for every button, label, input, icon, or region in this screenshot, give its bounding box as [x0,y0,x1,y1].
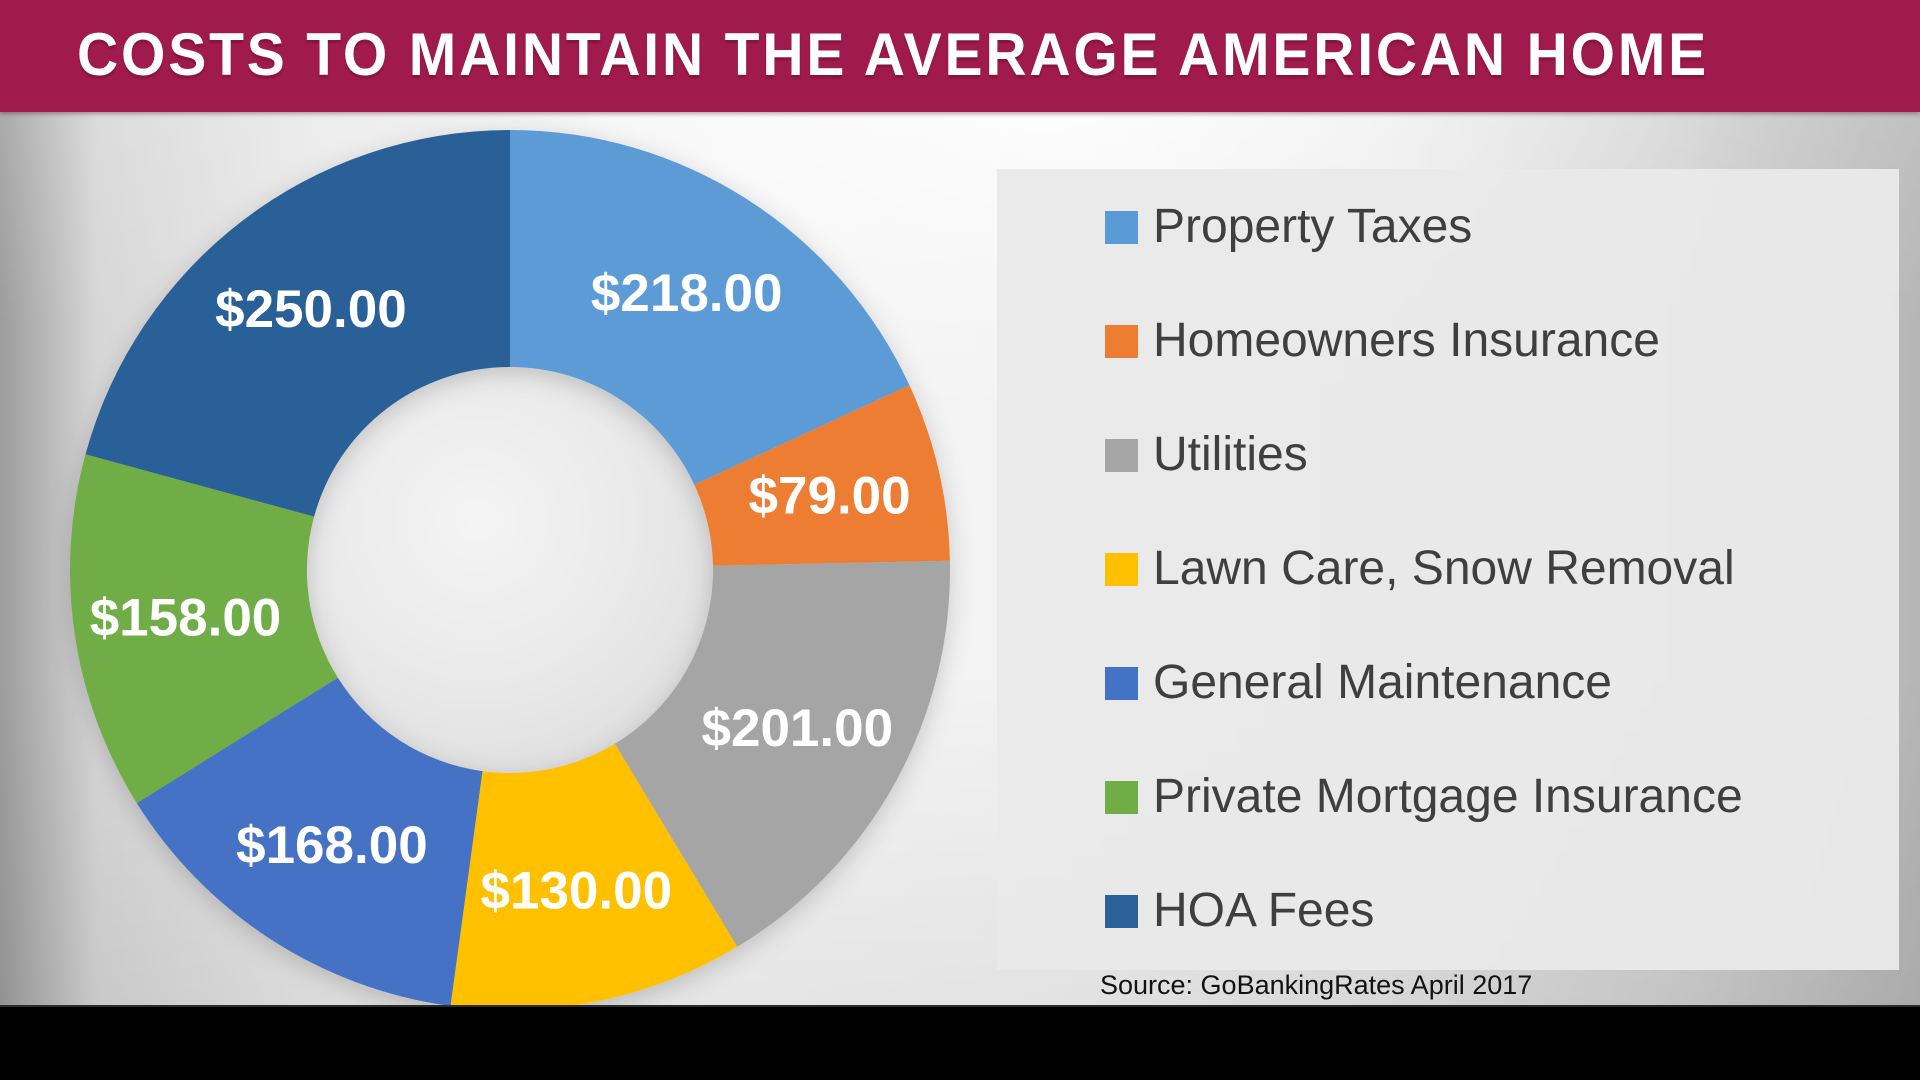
legend-label-homeowners-insurance: Homeowners Insurance [1153,314,1660,367]
slice-utilities [614,560,950,947]
slice-general-maintenance [136,677,483,1006]
slice-label-private-mortgage-insurance: $158.00 [90,588,282,647]
legend-panel: Property Taxes Homeowners Insurance Utilit… [997,169,1899,970]
slice-private-mortgage-insurance [70,454,338,804]
slice-homeowners-insurance [694,385,950,566]
slice-label-general-maintenance: $168.00 [236,816,428,875]
legend-item-lawn-care-snow-removal: Lawn Care, Snow Removal [1105,539,1879,599]
source-note: Source: GoBankingRates April 2017 [1100,970,1533,1000]
legend: Property Taxes Homeowners Insurance Utilit… [997,169,1899,941]
legend-label-property-taxes: Property Taxes [1153,200,1473,253]
legend-item-hoa-fees: HOA Fees [1105,881,1879,941]
slice-lawn-care-snow-removal [450,743,738,1011]
legend-item-homeowners-insurance: Homeowners Insurance [1105,311,1879,371]
legend-swatch-hoa-fees [1105,894,1138,928]
bottom-bar [0,1005,1920,1080]
legend-swatch-property-taxes [1105,210,1138,244]
legend-label-hoa-fees: HOA Fees [1153,884,1375,937]
legend-item-property-taxes: Property Taxes [1105,197,1879,257]
legend-label-lawn-care-snow-removal: Lawn Care, Snow Removal [1153,542,1735,595]
legend-swatch-utilities [1105,438,1138,472]
legend-label-utilities: Utilities [1153,428,1308,481]
donut-hole [305,365,715,775]
slice-label-lawn-care-snow-removal: $130.00 [481,862,673,921]
donut-data-labels: $218.00 $79.00 $201.00 $130.00 $168.00 $158.0… [90,264,911,921]
legend-item-private-mortgage-insurance: Private Mortgage Insurance [1105,767,1879,827]
slice-label-homeowners-insurance: $79.00 [749,467,911,526]
legend-swatch-general-maintenance [1105,666,1138,700]
slice-hoa-fees [85,130,510,517]
legend-swatch-lawn-care-snow-removal [1105,552,1138,586]
page-title: COSTS TO MAINTAIN THE AVERAGE AMERICAN H… [77,21,1710,89]
slice-label-hoa-fees: $250.00 [215,280,407,339]
legend-swatch-homeowners-insurance [1105,324,1138,358]
legend-swatch-private-mortgage-insurance [1105,780,1138,814]
legend-label-general-maintenance: General Maintenance [1153,656,1612,709]
donut-slices [70,129,950,1011]
slice-label-property-taxes: $218.00 [591,264,783,323]
legend-item-general-maintenance: General Maintenance [1105,653,1879,713]
slice-label-utilities: $201.00 [702,699,894,758]
legend-label-private-mortgage-insurance: Private Mortgage Insurance [1153,770,1743,823]
title-bar: COSTS TO MAINTAIN THE AVERAGE AMERICAN H… [0,0,1920,112]
slice-property-taxes [510,129,910,485]
legend-item-utilities: Utilities [1105,425,1879,485]
